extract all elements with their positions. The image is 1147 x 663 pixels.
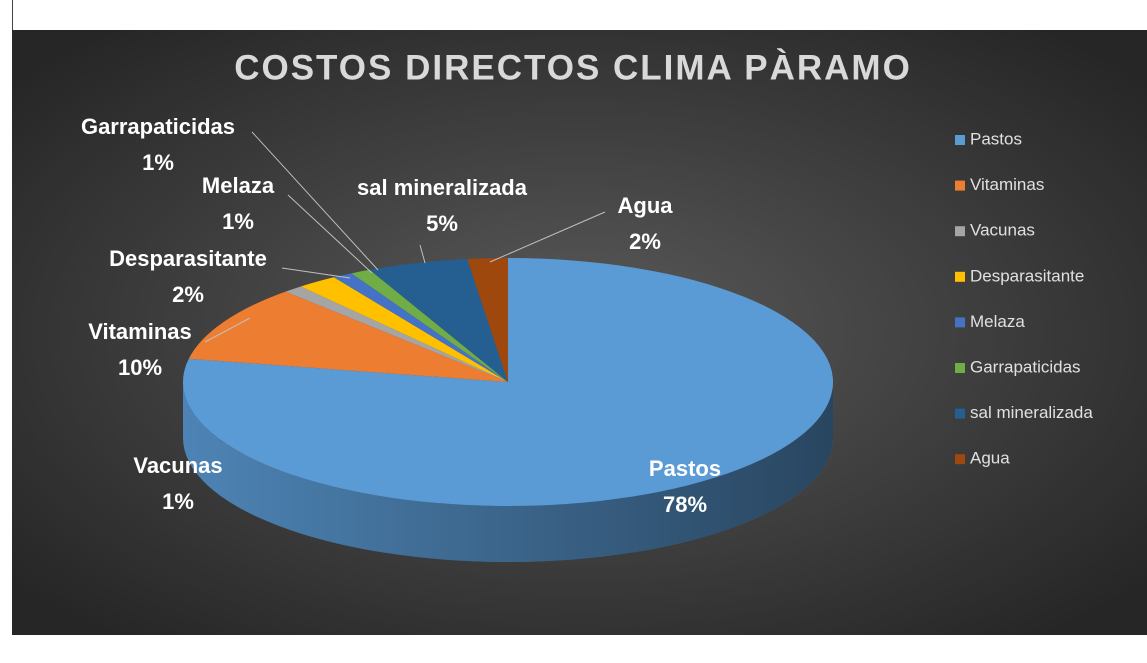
data-label-value: 5% <box>426 211 458 236</box>
legend-swatch <box>955 408 965 419</box>
data-label-name: Pastos <box>649 456 721 481</box>
legend-swatch <box>955 317 965 328</box>
legend-swatch <box>955 271 965 282</box>
legend: Pastos Vitaminas Vacunas Desparasitante Mela… <box>955 129 1093 468</box>
legend-swatch <box>955 226 965 237</box>
legend-swatch <box>955 180 965 191</box>
legend-label: Vacunas <box>970 221 1035 240</box>
leader-line <box>251 131 379 271</box>
data-label-name: Agua <box>618 193 674 218</box>
leader-line <box>419 244 426 264</box>
legend-label: Vitaminas <box>970 175 1044 194</box>
data-labels: Pastos 78% Vitaminas 10% Vacunas 1% Desparasit… <box>81 114 721 517</box>
legend-label: Desparasitante <box>970 266 1084 285</box>
legend-label: Agua <box>970 449 1010 468</box>
legend-swatch <box>955 454 965 465</box>
leader-line <box>204 317 251 343</box>
pie-slice <box>467 258 508 382</box>
legend-label: sal mineralizada <box>970 403 1093 422</box>
pie-slice <box>369 258 508 382</box>
legend-swatch <box>955 363 965 373</box>
leader-line <box>287 194 373 274</box>
data-label-name: Desparasitante <box>109 246 267 271</box>
data-label-name: Melaza <box>202 173 275 198</box>
pie-slice <box>285 286 508 382</box>
data-label-name: Garrapaticidas <box>81 114 235 139</box>
data-label-value: 2% <box>629 229 661 254</box>
legend-swatch <box>955 135 965 145</box>
pie-slice <box>300 277 508 382</box>
pie-slice <box>182 258 833 506</box>
data-label-value: 2% <box>172 282 204 307</box>
pie-slice <box>188 291 508 382</box>
pie-slice <box>351 269 508 382</box>
leader-line <box>489 211 606 263</box>
pie <box>182 258 833 562</box>
data-label-name: Vacunas <box>133 453 222 478</box>
legend-label: Melaza <box>970 312 1025 331</box>
chart-title: COSTOS DIRECTOS CLIMA PÀRAMO <box>234 47 912 87</box>
leader-line <box>281 267 351 279</box>
data-label-name: Vitaminas <box>88 319 192 344</box>
legend-label: Pastos <box>970 129 1022 148</box>
data-label-name: sal mineralizada <box>357 175 528 200</box>
data-label-value: 1% <box>162 489 194 514</box>
data-label-value: 1% <box>142 150 174 175</box>
pie-slice <box>333 273 508 382</box>
data-label-value: 1% <box>222 209 254 234</box>
data-label-value: 10% <box>118 355 162 380</box>
data-label-value: 78% <box>663 492 707 517</box>
pie-side-shade <box>183 382 833 562</box>
legend-label: Garrapaticidas <box>970 357 1081 376</box>
